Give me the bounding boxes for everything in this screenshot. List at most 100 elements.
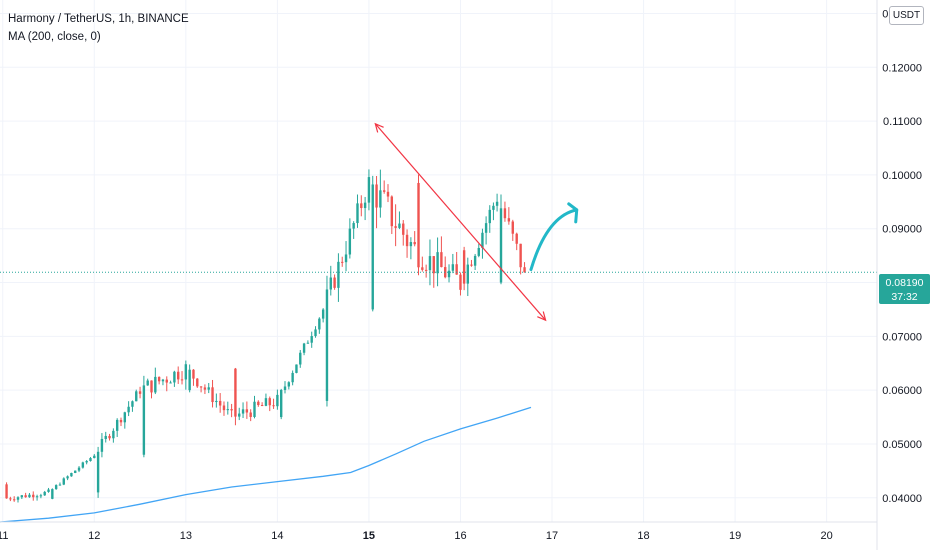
candle-body xyxy=(428,256,432,271)
candle-body xyxy=(51,489,54,499)
price-tick-label: 0.04000 xyxy=(882,493,922,505)
candle-body xyxy=(5,484,8,499)
candle-body xyxy=(199,386,203,388)
candle-body xyxy=(16,497,20,500)
candle-body xyxy=(54,485,58,490)
drawings-layer[interactable] xyxy=(374,122,579,322)
candle-body xyxy=(436,252,439,274)
last-price-tag: 0.08190 37:32 xyxy=(879,274,930,304)
time-tick-label: 17 xyxy=(546,530,558,542)
candle-body xyxy=(154,376,157,393)
candle-body xyxy=(421,267,424,270)
candle-body xyxy=(470,264,473,266)
candle-body xyxy=(62,478,65,485)
candle-body xyxy=(367,177,371,203)
time-tick-label: 18 xyxy=(637,530,649,542)
time-tick-label: 12 xyxy=(88,530,100,542)
candle-body xyxy=(352,223,355,229)
time-tick-label: 20 xyxy=(821,530,833,542)
projection-arrow[interactable] xyxy=(529,208,579,272)
ma-200-line[interactable] xyxy=(0,406,532,523)
candle-body xyxy=(93,455,96,459)
candle-body xyxy=(245,409,249,413)
candle-body xyxy=(58,484,62,486)
candle-body xyxy=(318,318,321,330)
candle-body xyxy=(348,228,352,255)
candle-body xyxy=(161,379,165,382)
ma-indicator-label[interactable]: MA (200, close, 0) xyxy=(8,31,101,43)
candle-body xyxy=(276,394,279,407)
candle-body xyxy=(325,289,329,401)
price-tick-label: 0.05000 xyxy=(882,439,922,451)
candle-body xyxy=(207,387,210,390)
candle-body xyxy=(279,389,283,418)
candle-body xyxy=(473,255,477,266)
candles-layer xyxy=(5,169,526,503)
candle-body xyxy=(85,461,88,463)
candle-body xyxy=(142,385,146,455)
candle-body xyxy=(295,364,298,373)
candle-body xyxy=(499,208,503,283)
candle-body xyxy=(523,267,526,273)
candle-body xyxy=(394,226,397,228)
candle-body xyxy=(234,368,237,417)
candle-body xyxy=(28,494,31,498)
candle-body xyxy=(360,203,363,209)
candle-body xyxy=(337,261,340,288)
symbol-title[interactable]: Harmony / TetherUS, 1h, BINANCE xyxy=(8,13,189,25)
candle-body xyxy=(173,371,176,383)
candle-body xyxy=(104,435,107,439)
candle-body xyxy=(379,190,382,208)
candle-body xyxy=(222,405,226,411)
candle-body xyxy=(146,380,149,386)
candle-body xyxy=(447,270,451,278)
trendline[interactable] xyxy=(374,123,547,321)
candle-body xyxy=(344,254,348,263)
candle-body xyxy=(455,264,458,275)
candle-body xyxy=(371,184,374,310)
price-axis[interactable]: 0.040000.050000.060000.070000.080000.090… xyxy=(882,8,922,504)
projection-arrowhead xyxy=(567,202,579,224)
candle-body xyxy=(440,252,443,268)
candle-body xyxy=(211,387,214,403)
candle-body xyxy=(413,242,416,245)
candle-body xyxy=(302,343,306,353)
candle-body xyxy=(66,476,69,479)
candle-body xyxy=(241,409,245,414)
candle-body xyxy=(184,364,188,380)
candle-body xyxy=(89,458,92,462)
candle-body xyxy=(230,409,233,411)
price-tick-label: 0.06000 xyxy=(882,385,922,397)
candle-body xyxy=(203,387,207,390)
candle-body xyxy=(417,182,420,268)
candle-body xyxy=(131,401,134,407)
candle-body xyxy=(192,369,195,379)
candle-body xyxy=(519,243,522,268)
candle-body xyxy=(123,412,127,423)
candle-body xyxy=(169,382,172,384)
candle-body xyxy=(100,438,104,452)
currency-button[interactable]: USDT xyxy=(889,6,924,25)
candle-body xyxy=(459,274,462,290)
candle-body xyxy=(432,256,435,274)
candle-body xyxy=(492,205,495,210)
price-tick-label: 0.11000 xyxy=(883,116,922,128)
candle-body xyxy=(495,201,499,206)
ma-line-layer xyxy=(0,406,532,523)
candle-body xyxy=(390,196,394,227)
candle-body xyxy=(127,406,130,413)
candle-body xyxy=(257,401,260,406)
candle-body xyxy=(481,232,484,248)
candle-body xyxy=(515,233,518,244)
candle-body xyxy=(375,184,378,208)
candle-body xyxy=(291,372,294,383)
candle-body xyxy=(226,409,229,411)
trendline-end-arrowhead xyxy=(537,311,547,322)
candle-body xyxy=(488,209,491,224)
candle-body xyxy=(424,269,428,271)
price-tick-label: 0.09000 xyxy=(882,224,922,236)
time-axis[interactable]: 11 12 13 14 15 16 17 18 19 20 xyxy=(0,530,833,542)
chart-grid xyxy=(0,0,877,522)
candle-body xyxy=(32,494,35,498)
